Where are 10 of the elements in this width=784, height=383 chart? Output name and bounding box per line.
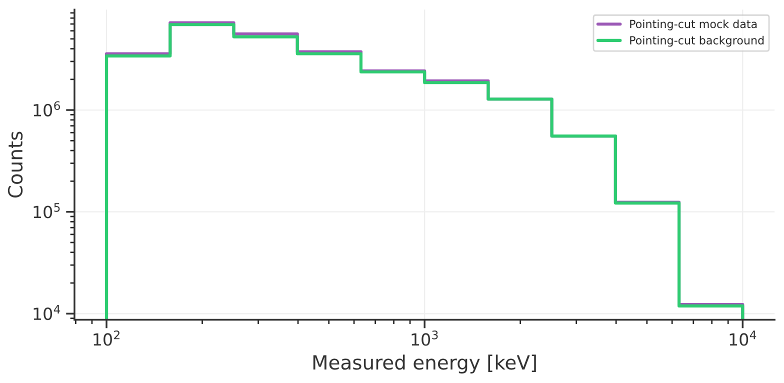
y-tick-label: 10$^{4}$ [34,304,60,320]
x-tick-label: 10$^{4}$ [730,330,756,346]
legend-label: Pointing-cut mock data [630,20,757,30]
legend-label: Pointing-cut background [630,36,764,47]
y-axis-title: Counts [8,132,23,198]
x-tick-label: 10$^{3}$ [412,330,438,346]
y-tick-label: 10$^{6}$ [34,101,60,116]
x-tick-label: 10$^{2}$ [94,330,120,346]
y-tick-label: 10$^{5}$ [34,203,60,218]
x-axis-title: Measured energy [keV] [313,354,536,374]
